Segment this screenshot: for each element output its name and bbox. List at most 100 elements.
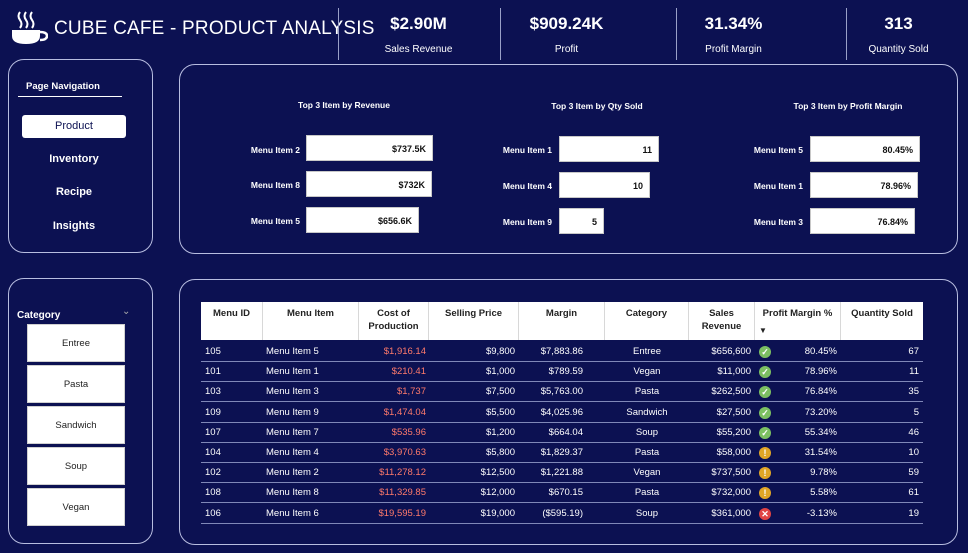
cell-margin: $664.04 (548, 426, 583, 438)
cell-qty: 67 (908, 346, 919, 357)
product-table-panel (179, 279, 958, 545)
cell-qty: 10 (908, 447, 919, 458)
sort-desc-icon: ▼ (759, 326, 767, 335)
col-header-sales-revenue[interactable]: Sales Revenue (689, 302, 755, 340)
chevron-down-icon[interactable]: ⌄ (122, 306, 131, 317)
cell-qty: 5 (913, 406, 919, 418)
cell-revenue: $656,600 (711, 346, 751, 357)
cell-cost: $535.96 (391, 426, 426, 438)
top3-qty-label: Menu Item 9 (502, 217, 552, 227)
top3-margin-bar: 80.45% (810, 136, 920, 162)
cell-category: Vegan (633, 467, 661, 479)
table-row[interactable]: 109 Menu Item 9 $1,474.04 $5,500 $4,025.96 Sa… (201, 403, 923, 423)
table-row[interactable]: 105 Menu Item 5 $1,916.14 $9,800 $7,883.86 En… (201, 342, 923, 362)
cell-pm: 31.54% (804, 447, 837, 458)
top3-margin-bar: 76.84% (810, 208, 915, 234)
cell-id: 107 (205, 426, 221, 438)
cell-margin: $670.15 (548, 487, 583, 499)
check-circle-icon: ✓ (759, 346, 771, 358)
cell-qty: 61 (908, 487, 919, 499)
cell-cost: $19,595.19 (378, 507, 426, 519)
kpi-value: $909.24K (529, 14, 604, 33)
coffee-cup-icon (12, 11, 48, 44)
page-title: CUBE CAFE - PRODUCT ANALYSIS (54, 18, 375, 39)
table-row[interactable]: 106 Menu Item 6 $19,595.19 $19,000 ($595.19)… (201, 504, 923, 524)
cell-revenue: $262,500 (711, 386, 751, 398)
col-header-quantity-sold[interactable]: Quantity Sold (851, 308, 913, 319)
cell-cost: $210.41 (391, 366, 426, 378)
category-vegan-button[interactable]: Vegan (27, 488, 125, 526)
table-row[interactable]: 102 Menu Item 2 $11,278.12 $12,500 $1,221.88… (201, 463, 923, 484)
col-header-cost[interactable]: Cost of Production (359, 302, 429, 340)
top3-qty-title: Top 3 Item by Qty Sold (551, 101, 643, 111)
table-row[interactable]: 104 Menu Item 4 $3,970.63 $5,800 $1,829.37 Pa… (201, 443, 923, 463)
check-circle-icon: ✓ (759, 366, 771, 379)
table-row[interactable]: 108 Menu Item 8 $11,329.85 $12,000 $670.15 Pa… (201, 483, 923, 504)
col-header-profit-margin-label: Profit Margin % (762, 308, 833, 319)
kpi-profit-margin: 31.34% Profit Margin (676, 8, 790, 60)
table-row[interactable]: 107 Menu Item 7 $535.96 $1,200 $664.04 Soup $5… (201, 423, 923, 443)
cell-margin: $1,221.88 (540, 467, 583, 479)
kpi-profit: $909.24K Profit (500, 8, 632, 60)
col-header-menu-id[interactable]: Menu ID (201, 302, 263, 340)
cell-pm: 78.96% (804, 366, 837, 378)
cell-id: 102 (205, 467, 221, 479)
x-circle-icon: ✕ (759, 507, 771, 520)
exclamation-circle-icon: ! (759, 467, 771, 480)
kpi-value: $2.90M (390, 14, 447, 33)
cell-price: $1,200 (485, 426, 515, 438)
cell-pm: 55.34% (804, 426, 837, 438)
cell-id: 104 (205, 447, 221, 458)
cell-qty: 19 (908, 507, 919, 519)
cell-price: $5,500 (485, 406, 515, 418)
col-header-profit-margin[interactable]: Profit Margin % ▼ (755, 302, 841, 340)
table-row[interactable]: 101 Menu Item 1 $210.41 $1,000 $789.59 Vegan $… (201, 362, 923, 383)
top3-qty-bar: 10 (559, 172, 650, 198)
category-soup-button[interactable]: Soup (27, 447, 125, 485)
top3-margin-label: Menu Item 3 (753, 217, 803, 227)
kpi-label: Profit (554, 44, 579, 55)
cell-category: Vegan (633, 366, 661, 378)
col-header-selling-price[interactable]: Selling Price (429, 302, 519, 340)
cell-qty: 35 (908, 386, 919, 398)
category-pasta-button[interactable]: Pasta (27, 365, 125, 403)
top3-margin-label: Menu Item 5 (753, 145, 803, 155)
cell-cost: $3,970.63 (383, 447, 426, 458)
col-header-margin[interactable]: Margin (519, 302, 605, 340)
kpi-value: 31.34% (704, 14, 763, 33)
cell-cost: $11,329.85 (379, 487, 426, 499)
category-entree-button[interactable]: Entree (27, 324, 125, 362)
page-navigation-panel (8, 59, 153, 253)
cell-item: Menu Item 8 (266, 487, 319, 499)
cell-price: $5,800 (485, 447, 515, 458)
nav-recipe-button[interactable]: Recipe (55, 186, 93, 198)
top3-qty-label: Menu Item 4 (502, 181, 552, 191)
cell-qty: 59 (908, 467, 919, 479)
cell-id: 103 (205, 386, 221, 398)
cell-margin: $789.59 (548, 366, 583, 378)
col-header-category[interactable]: Category (605, 302, 689, 340)
cell-item: Menu Item 5 (266, 346, 319, 357)
cell-id: 105 (205, 346, 221, 357)
exclamation-circle-icon: ! (759, 447, 771, 459)
category-sandwich-button[interactable]: Sandwich (27, 406, 125, 444)
table-row[interactable]: 103 Menu Item 3 $1,737 $7,500 $5,763.00 Pasta… (201, 382, 923, 403)
cell-id: 101 (205, 366, 221, 378)
top3-revenue-label: Menu Item 5 (250, 216, 300, 226)
cell-price: $12,500 (480, 467, 515, 479)
cell-category: Sandwich (626, 406, 668, 418)
col-header-menu-item[interactable]: Menu Item (263, 302, 359, 340)
nav-insights-button[interactable]: Insights (52, 220, 96, 232)
nav-inventory-button[interactable]: Inventory (49, 153, 99, 165)
cell-revenue: $11,000 (717, 366, 751, 378)
cell-cost: $1,916.14 (383, 346, 426, 357)
cell-category: Pasta (634, 447, 660, 458)
cell-pm: 5.58% (810, 487, 837, 499)
kpi-sales-revenue: $2.90M Sales Revenue (338, 8, 498, 60)
nav-product-button[interactable]: Product (22, 115, 126, 138)
cell-item: Menu Item 3 (266, 386, 319, 398)
cell-revenue: $737,500 (711, 467, 751, 479)
cell-pm: 76.84% (804, 386, 837, 398)
category-slicer-panel (8, 278, 153, 544)
table-header: Menu ID Menu Item Cost of Production Sel… (201, 302, 923, 340)
